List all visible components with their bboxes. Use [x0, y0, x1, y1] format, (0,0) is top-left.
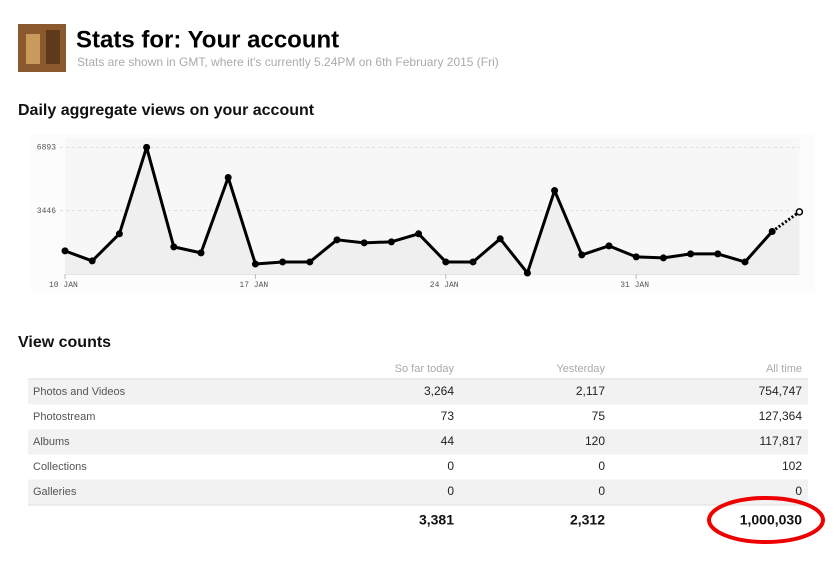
point	[224, 173, 232, 181]
point	[795, 208, 804, 216]
point	[632, 253, 640, 261]
column-header: Yesterday	[556, 363, 605, 375]
cell: 3,264	[424, 384, 454, 398]
point	[333, 236, 341, 244]
y-tick-label: 6893	[37, 143, 56, 152]
cell: 0	[598, 459, 605, 473]
table-title: View counts	[18, 334, 111, 351]
chart-title: Daily aggregate views on your account	[18, 102, 315, 119]
page-subtitle: Stats are shown in GMT, where it's curre…	[77, 55, 499, 69]
x-tick-label: 31 JAN	[620, 281, 649, 290]
total-cell: 1,000,030	[740, 512, 802, 528]
row-label: Photos and Videos	[33, 386, 126, 398]
point	[360, 239, 368, 247]
column-header: So far today	[395, 363, 455, 375]
avatar-detail	[46, 30, 60, 64]
page-title: Stats for: Your account	[76, 26, 339, 53]
total-cell: 2,312	[570, 512, 605, 528]
point	[578, 251, 586, 259]
row-label: Galleries	[33, 486, 77, 498]
column-header: All time	[766, 363, 802, 375]
point	[279, 258, 287, 266]
point	[551, 187, 559, 195]
row-background	[28, 479, 808, 505]
x-tick-label: 17 JAN	[239, 281, 268, 290]
highlight-circle	[707, 496, 825, 544]
point	[523, 269, 531, 277]
point	[306, 258, 314, 266]
cell: 44	[441, 434, 455, 448]
point	[415, 230, 423, 238]
y-tick-label: 3446	[37, 207, 56, 216]
row-label: Albums	[33, 436, 70, 448]
view-counts-table: So far today Yesterday All time Photos and …	[28, 363, 808, 528]
avatar-detail	[26, 34, 40, 64]
point	[115, 230, 123, 238]
plot: 3446 6893 10 JAN 17 JAN 24 JAN 31 JAN	[37, 138, 804, 290]
cell: 0	[795, 484, 802, 498]
cell: 0	[447, 484, 454, 498]
cell: 102	[782, 459, 802, 473]
point	[442, 258, 450, 266]
point	[741, 258, 749, 266]
x-tick-label: 24 JAN	[430, 281, 459, 290]
row-background	[28, 379, 808, 405]
point	[143, 143, 151, 151]
row-background	[28, 429, 808, 455]
point	[687, 250, 695, 258]
total-cell: 3,381	[419, 512, 454, 528]
series-line-partial	[771, 210, 801, 233]
point	[469, 258, 477, 266]
point	[659, 254, 667, 262]
point	[251, 260, 259, 268]
cell: 73	[441, 409, 455, 423]
point	[61, 247, 69, 255]
cell: 117,817	[760, 434, 803, 448]
cell: 2,117	[576, 384, 605, 398]
point	[88, 257, 96, 265]
cell: 0	[598, 484, 605, 498]
x-tick-label: 10 JAN	[49, 281, 78, 290]
cell: 754,747	[759, 384, 803, 398]
row-label: Photostream	[33, 411, 95, 423]
cell: 127,364	[759, 409, 803, 423]
point	[387, 238, 395, 246]
point	[768, 228, 776, 236]
cell: 0	[447, 459, 454, 473]
point	[714, 250, 722, 258]
point	[605, 242, 613, 250]
cell: 120	[585, 434, 605, 448]
point	[496, 235, 504, 243]
cell: 75	[592, 409, 606, 423]
point	[197, 249, 205, 257]
row-label: Collections	[33, 461, 87, 473]
point	[170, 243, 178, 251]
